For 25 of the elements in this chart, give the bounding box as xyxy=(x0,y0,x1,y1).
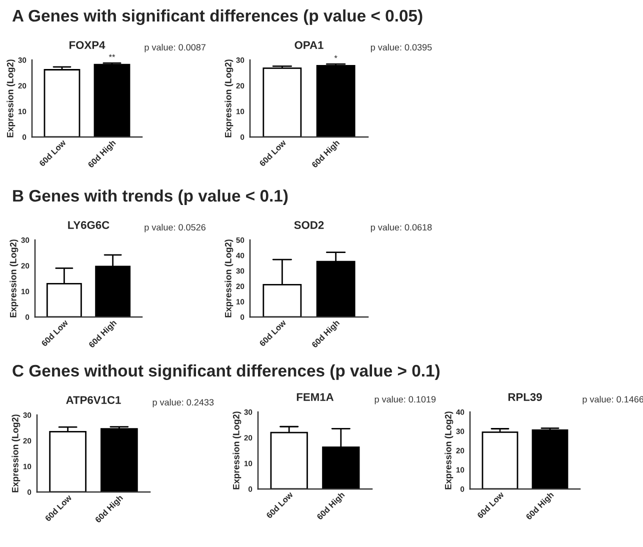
chart-title: RPL39 xyxy=(508,393,542,402)
y-axis-title: Expression (Log2) xyxy=(6,60,16,138)
chart-title: OPA1 xyxy=(294,41,324,49)
annotation: * xyxy=(334,55,338,58)
text: A Genes with significant differences (p value < 0.05) xyxy=(12,9,422,25)
text: p value: 0.0395 xyxy=(370,44,432,52)
text: p value: 0.0087 xyxy=(144,44,206,52)
chart-subtitle: B Genes with trends (p value < 0.1) xyxy=(13,189,288,205)
annotation: ** xyxy=(108,54,116,58)
y-axis-title: Expression (Log2) xyxy=(12,414,20,492)
chart-title: LY6G6C xyxy=(68,221,110,229)
text: C Genes without significant differences (p value > 0.1) xyxy=(12,364,440,380)
chart-title: FEM1A xyxy=(296,393,334,401)
chart-title: SOD2 xyxy=(294,221,324,229)
y-axis-title: Expression (Log2) xyxy=(444,412,454,490)
y-axis-title: Expression (Log2) xyxy=(224,240,234,318)
chart-title: ATP6V1C1 xyxy=(66,396,121,404)
chart-title: FOXP4 xyxy=(70,41,106,49)
text: p value: 0.2433 xyxy=(152,398,214,408)
text: p value: 0.0526 xyxy=(144,224,206,232)
y-axis-title: Expression (Log2) xyxy=(10,240,18,318)
y-axis-title: Expression (Log2) xyxy=(232,412,242,490)
text: p value: 0.1019 xyxy=(374,396,436,404)
y-axis-title: Expression (Log2) xyxy=(224,60,234,138)
text: p value: 0.0618 xyxy=(370,224,432,232)
